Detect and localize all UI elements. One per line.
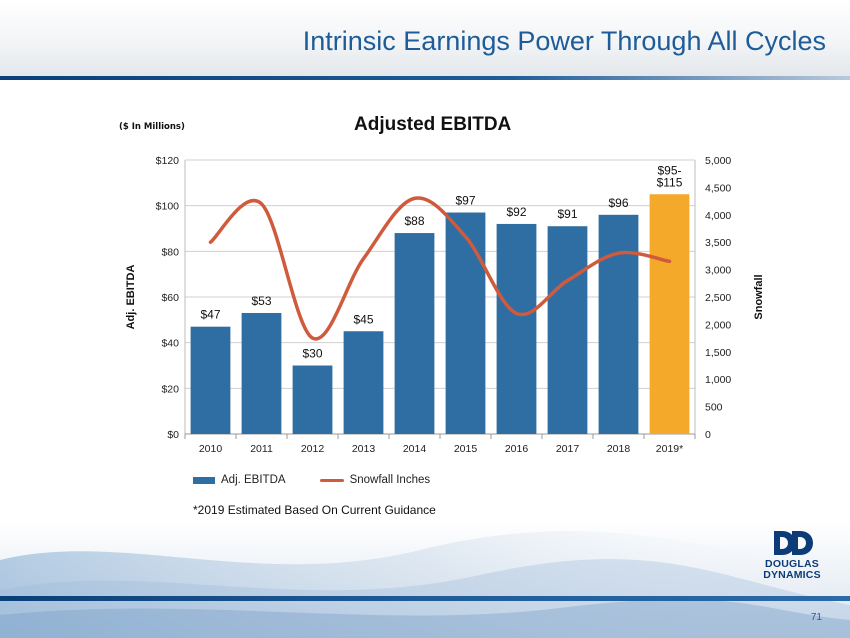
bar xyxy=(343,331,384,434)
x-tick-label: 2012 xyxy=(301,443,325,455)
x-tick-label: 2010 xyxy=(199,443,223,455)
bar-data-label: $97 xyxy=(455,194,475,208)
ebitda-chart: $0 $20 $40 $60 $80 $100 $120 0 500 1,000 1,500 2,00… xyxy=(125,155,765,455)
bar-data-label: $45 xyxy=(353,312,373,326)
x-tick-label: 2018 xyxy=(607,443,631,455)
y2-tick-label: 3,000 xyxy=(705,265,731,277)
bar-data-label: $91 xyxy=(557,207,577,221)
y2-tick-label: 2,000 xyxy=(705,319,731,331)
x-tick-label: 2013 xyxy=(352,443,376,455)
legend-swatch-bar xyxy=(193,476,215,484)
y-tick-label: $100 xyxy=(156,201,180,213)
chart-legend: Adj. EBITDA Snowfall Inches xyxy=(193,474,464,486)
legend-item-ebitda: Adj. EBITDA xyxy=(193,474,286,486)
page-number: 71 xyxy=(810,612,822,623)
legend-swatch-line xyxy=(319,478,344,482)
y2-tick-label: 4,500 xyxy=(705,182,731,194)
legend-label-snowfall: Snowfall Inches xyxy=(349,474,431,486)
y2-tick-label: 1,000 xyxy=(705,374,731,386)
x-tick-label: 2015 xyxy=(454,443,478,455)
bar xyxy=(649,194,690,434)
bar-data-label: $53 xyxy=(251,294,271,308)
y2-tick-label: 0 xyxy=(705,429,711,441)
bar xyxy=(445,212,486,434)
bar-data-label: $88 xyxy=(404,214,424,228)
y2-tick-label: 2,500 xyxy=(705,292,731,304)
bar-data-label: $95- xyxy=(657,163,681,177)
bar xyxy=(547,226,588,434)
bottom-decoration xyxy=(0,520,850,638)
x-tick-label: 2011 xyxy=(250,443,273,455)
bar-data-label: $115 xyxy=(657,175,683,189)
y-tick-label: $40 xyxy=(161,338,179,350)
bar xyxy=(241,312,282,434)
x-tick-label: 2019* xyxy=(656,443,683,455)
bar xyxy=(598,214,639,434)
logo-word-douglas: DOUGLAS xyxy=(765,558,819,570)
bar-data-label: $47 xyxy=(200,308,220,322)
x-tick-label: 2016 xyxy=(505,443,529,455)
x-tick-label: 2014 xyxy=(403,443,427,455)
x-tick-label: 2017 xyxy=(556,443,580,455)
bottom-rule xyxy=(0,596,850,601)
bar-data-label: $96 xyxy=(608,196,628,210)
bar xyxy=(394,233,435,434)
y2-axis-title: Snowfall xyxy=(753,274,765,319)
slide-title: Intrinsic Earnings Power Through All Cyc… xyxy=(302,26,826,56)
y2-tick-label: 1,500 xyxy=(705,347,731,359)
company-logo: DOUGLAS DYNAMICS xyxy=(752,528,832,584)
bar xyxy=(496,223,537,434)
legend-item-snowfall: Snowfall Inches xyxy=(319,474,431,486)
header-rule xyxy=(0,76,850,80)
double-d-logo-icon xyxy=(774,531,813,555)
y-tick-label: $80 xyxy=(161,246,179,258)
bar xyxy=(190,326,231,434)
legend-label-ebitda: Adj. EBITDA xyxy=(221,474,286,486)
y2-tick-label: 5,000 xyxy=(705,155,731,167)
units-note: ($ In Millions) xyxy=(119,122,185,132)
y2-tick-label: 500 xyxy=(705,402,723,414)
logo-word-dynamics: DYNAMICS xyxy=(763,569,821,581)
bottom-wave-art xyxy=(0,520,850,638)
y-tick-label: $20 xyxy=(161,383,179,395)
y-tick-label: $120 xyxy=(156,155,180,167)
bar xyxy=(292,365,333,434)
y-axis-title: Adj. EBITDA xyxy=(125,265,137,330)
chart-title: Adjusted EBITDA xyxy=(354,114,512,135)
y2-tick-label: 3,500 xyxy=(705,237,731,249)
y-tick-label: $0 xyxy=(167,429,179,441)
footnote: *2019 Estimated Based On Current Guidanc… xyxy=(193,503,436,517)
header-band xyxy=(0,0,850,78)
bar-data-label: $92 xyxy=(506,205,526,219)
snowfall-line xyxy=(208,196,672,341)
bar-data-label: $30 xyxy=(302,347,322,361)
y-tick-label: $60 xyxy=(161,292,179,304)
y2-tick-label: 4,000 xyxy=(705,210,731,222)
